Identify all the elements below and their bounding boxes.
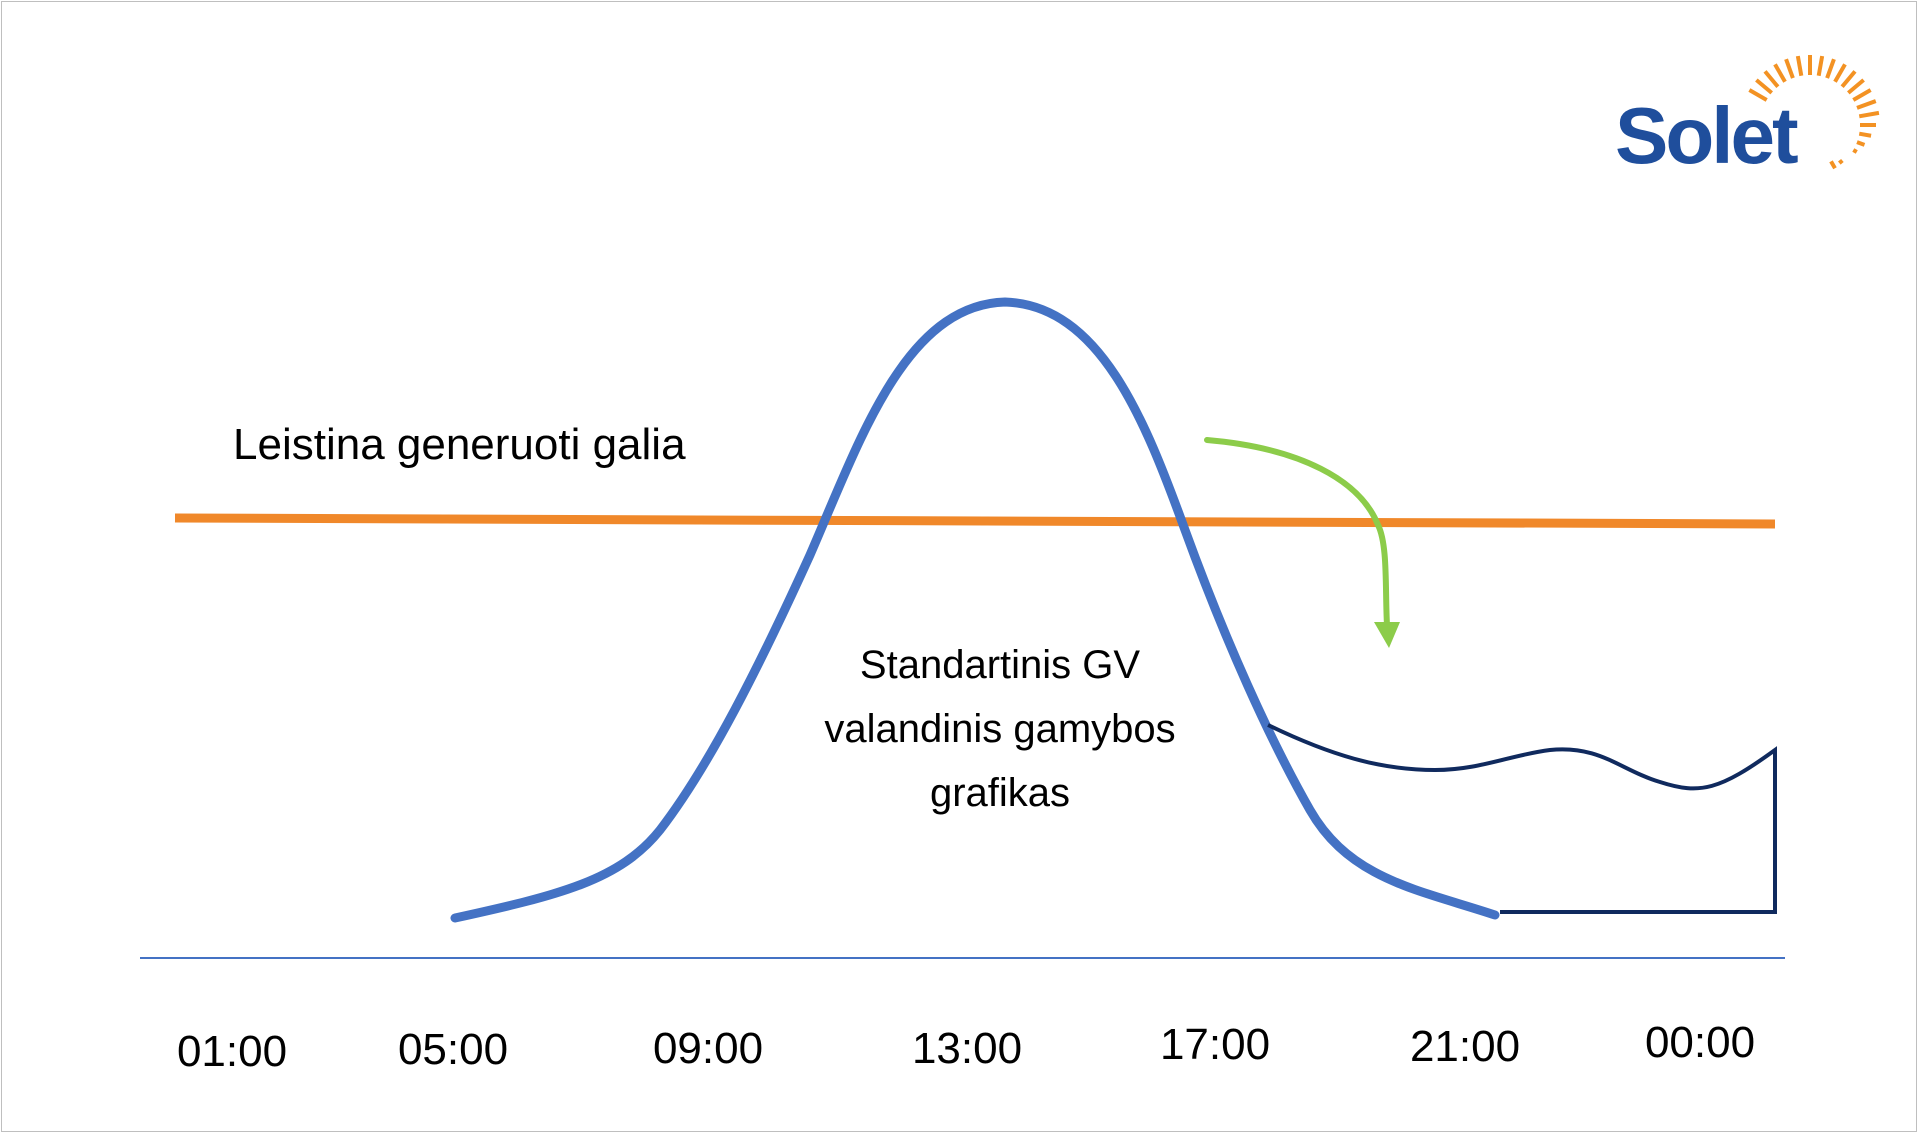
sun-ray	[1795, 55, 1804, 77]
sun-ray	[1852, 88, 1872, 102]
sun-ray	[1858, 110, 1880, 119]
sun-ray	[1833, 63, 1847, 83]
sun-ray	[1748, 88, 1768, 102]
sun-ray	[1847, 78, 1865, 95]
sun-ray	[1825, 58, 1836, 79]
sun-ray	[1773, 63, 1787, 83]
logo: Solet	[1615, 91, 1799, 180]
stored-energy-curve	[1267, 723, 1777, 914]
sun-ray	[1784, 58, 1795, 79]
sun-ray	[1763, 70, 1780, 88]
sun-ray	[1838, 158, 1844, 165]
sun-ray	[1858, 131, 1872, 138]
x-tick-label: 09:00	[652, 1024, 764, 1073]
sun-ray	[1840, 70, 1857, 88]
shift-arrow	[1204, 437, 1390, 628]
sun-ray	[1856, 99, 1877, 110]
x-tick-label: 01:00	[176, 1027, 288, 1076]
power-limit-label: Leistina generuoti galia	[233, 420, 686, 469]
sun-ray	[1856, 140, 1866, 147]
sun-ray	[1852, 148, 1858, 154]
shift-arrow-head	[1374, 622, 1400, 648]
logo-sun-icon	[1748, 55, 1880, 170]
x-tick-label: 00:00	[1644, 1018, 1756, 1067]
x-tick-label: 17:00	[1159, 1020, 1271, 1069]
power-limit-line	[174, 513, 1776, 529]
production-curve	[450, 297, 1500, 923]
sun-ray	[1755, 78, 1773, 95]
sun-ray	[1829, 160, 1837, 170]
x-tick-label: 13:00	[911, 1024, 1023, 1073]
x-tick-label: 21:00	[1409, 1022, 1521, 1071]
production-curve-label: Standartinis GV valandinis gamybos grafi…	[824, 643, 1176, 815]
sun-ray	[1816, 55, 1825, 77]
x-tick-label: 05:00	[397, 1025, 509, 1074]
